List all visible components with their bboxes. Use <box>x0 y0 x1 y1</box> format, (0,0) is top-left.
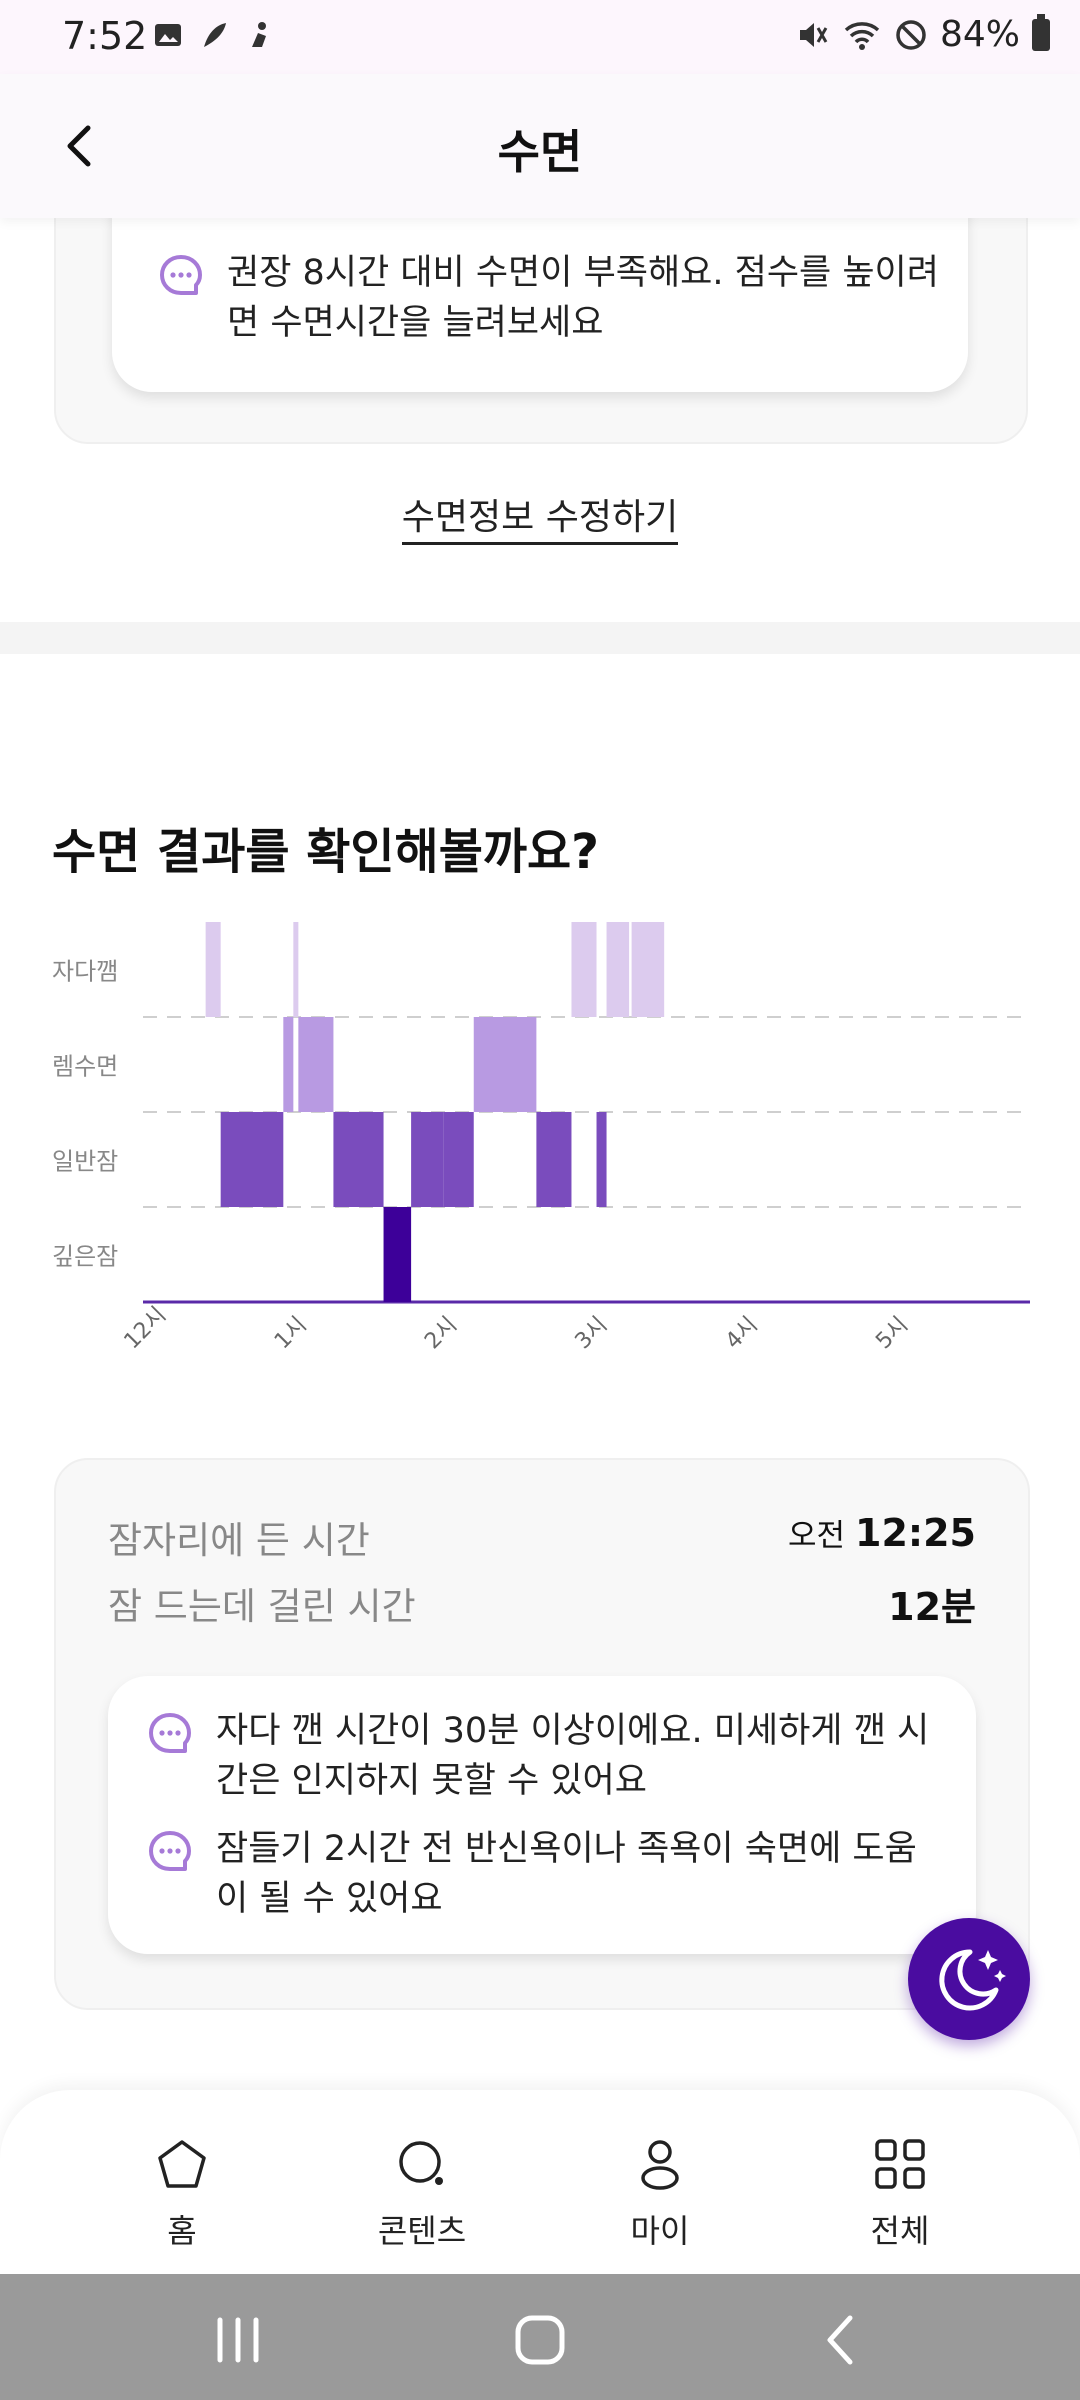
hypnogram-segment <box>473 1017 537 1112</box>
sleep-latency-label: 잠 드는데 걸린 시간 <box>108 1585 416 1628</box>
tip-item: 잠들기 2시간 전 반신욕이나 족욕이 숙면에 도움이 될 수 있어요 <box>146 1824 936 1924</box>
chat-bubble-icon <box>160 255 202 295</box>
chat-bubble-icon <box>149 1713 191 1753</box>
edit-sleep-info-label: 수면정보 수정하기 <box>401 497 679 545</box>
hypnogram-segment <box>205 922 221 1017</box>
edit-sleep-info-link[interactable]: 수면정보 수정하기 <box>0 488 1080 545</box>
chart-x-tick-label: 3시 <box>571 1312 613 1354</box>
hypnogram-segment <box>220 1112 284 1207</box>
nav-all-label: 전체 <box>870 2212 930 2250</box>
hypnogram-segment <box>293 922 299 1017</box>
sleep-mode-fab[interactable] <box>908 1918 1030 2040</box>
bed-time-clock: 12:25 <box>855 1511 976 1555</box>
back-button[interactable] <box>50 116 110 176</box>
section-divider <box>0 622 1080 654</box>
bed-time-value: 오전 12:25 <box>788 1510 976 1555</box>
sleep-result-card: 잠자리에 든 시간 오전 12:25 잠 드는데 걸린 시간 12분 자다 깬 시… <box>54 1458 1030 2010</box>
sleep-latency-value: 12분 <box>888 1585 976 1629</box>
chart-section-title: 수면 결과를 확인해볼까요? <box>52 824 600 880</box>
nav-all[interactable]: 전체 <box>820 2134 980 2252</box>
search-icon <box>399 2141 443 2185</box>
chart-x-tick-label: 1시 <box>270 1312 312 1354</box>
tip-item: 자다 깬 시간이 30분 이상이에요. 미세하게 깬 시간은 인지하지 못할 수… <box>146 1706 936 1806</box>
hypnogram-segment <box>571 922 597 1017</box>
wifi-icon <box>844 21 880 50</box>
hypnogram-segment <box>606 922 630 1017</box>
tip-item: 권장 8시간 대비 수면이 부족해요. 점수를 높이려면 수면시간을 늘려보세요 <box>157 248 947 348</box>
nav-contents[interactable]: 콘텐츠 <box>342 2134 502 2252</box>
hypnogram-segment <box>631 922 665 1017</box>
chart-stage-label: 렘수면 <box>52 1053 118 1081</box>
status-time: 7:52 <box>62 14 148 58</box>
app-header: 수면 <box>0 74 1080 218</box>
hypnogram-segment <box>443 1112 474 1207</box>
tip-text: 잠들기 2시간 전 반신욕이나 족욕이 숙면에 도움이 될 수 있어요 <box>216 1829 917 1919</box>
nav-contents-label: 콘텐츠 <box>377 2212 467 2250</box>
chart-x-tick-label: 2시 <box>420 1312 462 1354</box>
hypnogram-segment <box>383 1207 412 1302</box>
chart-x-tick-label: 12시 <box>120 1302 172 1354</box>
hypnogram-segment <box>283 1017 294 1112</box>
home-button[interactable] <box>510 2312 570 2368</box>
grid-icon <box>875 2139 925 2189</box>
page-title: 수면 <box>497 125 583 179</box>
tip-text: 자다 깬 시간이 30분 이상이에요. 미세하게 깬 시간은 인지하지 못할 수… <box>216 1711 930 1801</box>
nav-home[interactable]: 홈 <box>102 2134 262 2252</box>
chart-stage-label: 깊은잠 <box>52 1243 118 1271</box>
tip-text: 권장 8시간 대비 수면이 부족해요. 점수를 높이려면 수면시간을 늘려보세요 <box>227 253 939 343</box>
chart-stage-label: 자다깸 <box>52 958 118 986</box>
status-bar: 7:52 84% <box>0 0 1080 74</box>
battery-icon <box>1032 13 1050 51</box>
bottom-navigation: 홈 콘텐츠 마이 전체 <box>0 2090 1080 2274</box>
battery-percent: 84% <box>939 14 1020 55</box>
home-icon <box>158 2140 206 2188</box>
hypnogram-segment <box>411 1112 444 1207</box>
chart-x-tick-label: 4시 <box>721 1312 763 1354</box>
system-back-button[interactable] <box>812 2312 872 2368</box>
recent-apps-button[interactable] <box>208 2312 268 2368</box>
system-navigation-bar <box>0 2274 1080 2400</box>
chart-stage-label: 일반잠 <box>52 1148 118 1176</box>
bed-time-label: 잠자리에 든 시간 <box>108 1519 370 1562</box>
person-icon <box>252 22 266 47</box>
mute-icon <box>799 22 828 47</box>
hypnogram-segment <box>536 1112 572 1207</box>
nav-my[interactable]: 마이 <box>580 2134 740 2252</box>
hypnogram-segment <box>298 1017 334 1112</box>
nav-my-label: 마이 <box>630 2212 690 2250</box>
nav-home-label: 홈 <box>167 2212 197 2250</box>
moon-sparkle-icon <box>939 1949 1006 2011</box>
gallery-icon <box>155 24 181 46</box>
result-tip-box: 자다 깬 시간이 30분 이상이에요. 미세하게 깬 시간은 인지하지 못할 수… <box>108 1676 976 1954</box>
hypnogram-segment <box>596 1112 607 1207</box>
bed-time-ampm: 오전 <box>787 1518 846 1554</box>
chat-bubble-icon <box>149 1831 191 1871</box>
user-icon <box>641 2140 679 2190</box>
do-not-disturb-icon <box>896 19 926 50</box>
chart-x-tick-label: 5시 <box>871 1312 913 1354</box>
hypnogram-segment <box>333 1112 384 1207</box>
feather-icon <box>204 23 226 47</box>
